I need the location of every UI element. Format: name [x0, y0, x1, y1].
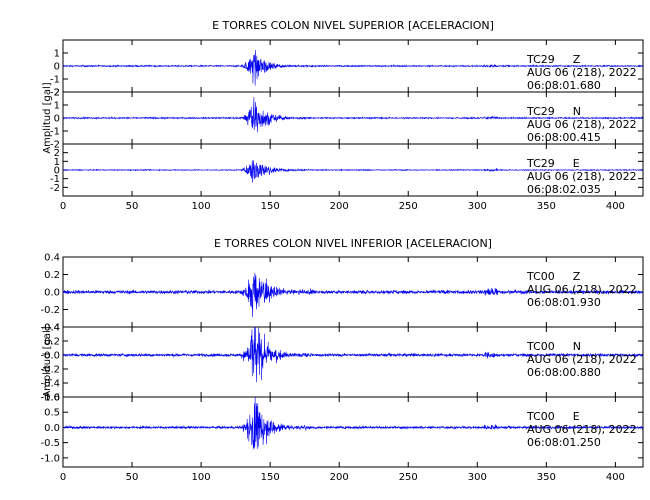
y-tick-label: 0 [54, 114, 60, 125]
waveform-trace [63, 272, 643, 318]
y-tick-label: -0.5 [40, 438, 60, 449]
y-tick-label: 0.2 [44, 270, 60, 281]
waveform-trace [63, 50, 643, 86]
chart-title: E TORRES COLON NIVEL SUPERIOR [ACELERACI… [212, 19, 494, 32]
y-tick-label: 0.4 [44, 323, 60, 334]
x-tick-label: 250 [399, 472, 418, 483]
record-time: 06:08:00.880 [527, 366, 601, 379]
y-tick-label: -2 [50, 140, 60, 151]
x-tick-label: 400 [606, 472, 625, 483]
component-code: N [573, 340, 581, 353]
x-tick-label: 150 [261, 472, 280, 483]
y-tick-label: 0.0 [44, 423, 60, 434]
x-tick-label: 400 [606, 201, 625, 212]
station-label: TC00 N [526, 340, 581, 353]
y-axis-label: Amplitud [gal] [42, 82, 53, 153]
y-tick-label: 0.5 [44, 408, 60, 419]
record-date: AUG 06 (218), 2022 [527, 118, 637, 131]
record-date: AUG 06 (218), 2022 [527, 66, 637, 79]
y-axis-label: Amplitud [gal] [42, 326, 53, 397]
y-tick-label: -1.0 [40, 453, 60, 464]
x-tick-label: 250 [399, 201, 418, 212]
component-code: E [573, 157, 580, 170]
waveform-trace [63, 97, 643, 133]
x-tick-label: 300 [468, 472, 487, 483]
y-tick-label: 0.2 [44, 337, 60, 348]
record-time: 06:08:01.250 [527, 436, 601, 449]
y-tick-label: -0.0 [40, 351, 60, 362]
y-tick-label: 1 [54, 157, 60, 168]
waveform-trace [63, 327, 643, 383]
y-tick-label: 2 [54, 148, 60, 159]
chart-nivel-superior: E TORRES COLON NIVEL SUPERIOR [ACELERACI… [42, 19, 644, 212]
x-tick-label: 300 [468, 201, 487, 212]
x-tick-label: 50 [126, 472, 139, 483]
y-tick-label: 0.0 [44, 288, 60, 299]
y-tick-label: -1 [50, 127, 60, 138]
y-tick-label: -0.4 [40, 379, 60, 390]
x-tick-label: 0 [60, 201, 66, 212]
component-code: E [573, 410, 580, 423]
record-time: 06:08:01.680 [527, 79, 601, 92]
y-tick-label: 1 [54, 101, 60, 112]
y-tick-label: -0.6 [40, 393, 60, 404]
y-tick-label: 1.0 [44, 393, 60, 404]
y-tick-label: -1 [50, 75, 60, 86]
x-tick-label: 150 [261, 201, 280, 212]
x-tick-label: 200 [330, 472, 349, 483]
y-tick-label: 1 [54, 49, 60, 60]
station-label: TC29 E [526, 157, 580, 170]
record-time: 06:08:02.035 [527, 183, 601, 196]
x-tick-label: 50 [126, 201, 139, 212]
record-time: 06:08:00.415 [527, 131, 601, 144]
y-tick-label: -0.4 [40, 323, 60, 334]
record-time: 06:08:01.930 [527, 296, 601, 309]
record-date: AUG 06 (218), 2022 [527, 423, 637, 436]
record-date: AUG 06 (218), 2022 [527, 283, 637, 296]
component-code: N [573, 105, 581, 118]
x-tick-label: 100 [192, 472, 211, 483]
station-code: TC00 [526, 340, 555, 353]
station-label: TC29 Z [526, 53, 581, 66]
station-code: TC29 [526, 105, 555, 118]
record-date: AUG 06 (218), 2022 [527, 170, 637, 183]
y-tick-label: 0 [54, 62, 60, 73]
waveform-trace [63, 397, 643, 450]
y-tick-label: 0 [54, 166, 60, 177]
station-code: TC00 [526, 410, 555, 423]
x-tick-label: 200 [330, 201, 349, 212]
y-tick-label: -0.2 [40, 365, 60, 376]
station-code: TC29 [526, 53, 555, 66]
x-tick-label: 0 [60, 472, 66, 483]
panel-frame [62, 396, 644, 468]
x-tick-label: 100 [192, 201, 211, 212]
component-code: Z [573, 270, 581, 283]
record-date: AUG 06 (218), 2022 [527, 353, 637, 366]
station-code: TC00 [526, 270, 555, 283]
y-tick-label: -2 [50, 88, 60, 99]
waveform-trace [63, 160, 643, 183]
station-label: TC29 N [526, 105, 581, 118]
y-tick-label: 0.4 [44, 253, 60, 264]
station-label: TC00 Z [526, 270, 581, 283]
y-tick-label: 2 [54, 88, 60, 99]
station-label: TC00 E [526, 410, 580, 423]
chart-title: E TORRES COLON NIVEL INFERIOR [ACELERACI… [214, 237, 492, 250]
chart-nivel-inferior: E TORRES COLON NIVEL INFERIOR [ACELERACI… [40, 237, 644, 483]
y-tick-label: -0.2 [40, 305, 60, 316]
station-code: TC29 [526, 157, 555, 170]
x-tick-label: 350 [537, 472, 556, 483]
x-tick-label: 350 [537, 201, 556, 212]
y-tick-label: -2 [50, 183, 60, 194]
component-code: Z [573, 53, 581, 66]
y-tick-label: -1 [50, 174, 60, 185]
